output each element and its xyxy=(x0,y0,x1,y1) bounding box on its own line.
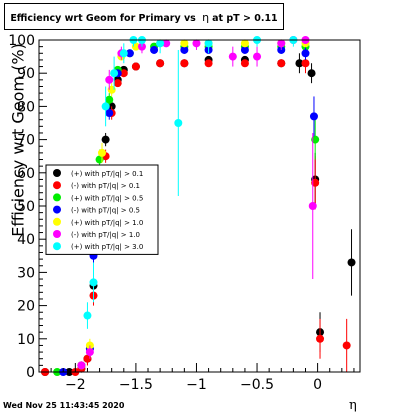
legend-label: (-) with pT/|q| > 1.0 xyxy=(71,231,140,239)
data-point xyxy=(97,148,106,157)
data-point xyxy=(308,202,317,210)
data-point xyxy=(89,278,98,287)
data-point xyxy=(101,135,110,144)
chart-title-suffix: at pT > 0.11 xyxy=(212,13,278,24)
y-tick-label: 30 xyxy=(17,265,35,281)
data-point xyxy=(174,119,183,127)
y-tick-label: 40 xyxy=(17,232,35,248)
data-point xyxy=(204,59,213,68)
data-point xyxy=(101,102,110,111)
data-point xyxy=(105,75,114,84)
legend-marker xyxy=(53,181,61,190)
data-point xyxy=(119,49,128,58)
data-point xyxy=(110,69,119,78)
legend-label: (-) with pT/|q| > 0.1 xyxy=(71,182,140,190)
data-point xyxy=(162,39,171,48)
x-tick-label: −1 xyxy=(186,377,207,393)
legend-label: (+) with pT/|q| > 1.0 xyxy=(71,219,143,227)
data-point xyxy=(83,311,92,320)
data-point xyxy=(240,59,249,68)
data-point xyxy=(277,59,286,68)
legend-marker xyxy=(53,242,61,251)
data-point xyxy=(77,361,86,370)
data-point xyxy=(192,39,201,48)
data-point xyxy=(180,39,189,48)
legend-box xyxy=(45,164,159,255)
legend-label: (+) with pT/|q| > 0.5 xyxy=(71,194,143,202)
data-point xyxy=(180,45,189,54)
legend-marker xyxy=(53,205,61,214)
data-point xyxy=(253,52,262,61)
data-point xyxy=(307,69,316,78)
legend-marker xyxy=(53,230,61,238)
data-point xyxy=(113,79,122,88)
legend: (+) with pT/|q| > 0.1 (-) with pT/|q| > 0… xyxy=(45,164,159,255)
data-point xyxy=(342,341,351,350)
legend-label: (-) with pT/|q| > 0.5 xyxy=(71,207,140,215)
x-axis-label: η xyxy=(349,398,357,413)
data-point xyxy=(156,39,165,48)
data-point xyxy=(347,258,356,267)
x-tick-label: −0.5 xyxy=(240,377,274,393)
data-point xyxy=(204,39,213,48)
y-tick-label: 20 xyxy=(17,299,35,315)
y-tick-label: 60 xyxy=(17,166,35,182)
data-point xyxy=(119,69,128,78)
data-point xyxy=(180,59,189,68)
legend-label: (+) with pT/|q| > 3.0 xyxy=(71,243,143,251)
y-axis-label: Efficiency wrt Geom (%) xyxy=(8,43,28,237)
data-point xyxy=(240,45,249,54)
data-point xyxy=(150,45,159,54)
x-tick-label: −1.5 xyxy=(119,377,153,393)
data-point xyxy=(105,95,114,104)
y-tick-label: 100 xyxy=(8,33,35,49)
data-point xyxy=(301,59,310,68)
series-6 xyxy=(83,36,298,329)
y-tick-label: 90 xyxy=(17,66,35,82)
chart-title-prefix: Efficiency wrt Geom for Primary vs xyxy=(10,13,196,24)
legend-marker xyxy=(53,217,61,226)
data-point xyxy=(316,334,325,343)
data-point xyxy=(228,52,237,61)
data-point xyxy=(156,59,165,68)
legend-label: (+) with pT/|q| > 0.1 xyxy=(71,170,143,178)
y-tick-label: 70 xyxy=(17,133,35,149)
data-point xyxy=(309,112,318,121)
data-point xyxy=(125,49,134,58)
x-tick-label: −2 xyxy=(65,377,86,393)
data-point xyxy=(277,39,286,48)
timestamp: Wed Nov 25 11:43:45 2020 xyxy=(3,401,125,410)
data-point xyxy=(295,59,304,68)
chart-title-eta: η xyxy=(202,11,210,24)
x-tick-label: 0 xyxy=(313,377,322,393)
data-point xyxy=(85,348,94,357)
data-point xyxy=(131,62,140,71)
y-tick-label: 50 xyxy=(17,199,35,215)
axis-layer: 0 10 20 30 40 50 60 70 80 90 100 −2 −1.5 −1 −0.5 0 xyxy=(8,33,355,393)
chart-title: Efficiency wrt Geom for Primary vs η at p… xyxy=(4,3,284,30)
y-tick-label: 10 xyxy=(17,332,35,348)
y-tick-label: 0 xyxy=(26,365,35,381)
data-point xyxy=(240,39,249,48)
data-point xyxy=(301,49,310,58)
data-point xyxy=(105,109,114,118)
legend-marker xyxy=(53,193,61,202)
y-tick-label: 80 xyxy=(17,99,35,115)
legend-marker xyxy=(53,169,61,177)
